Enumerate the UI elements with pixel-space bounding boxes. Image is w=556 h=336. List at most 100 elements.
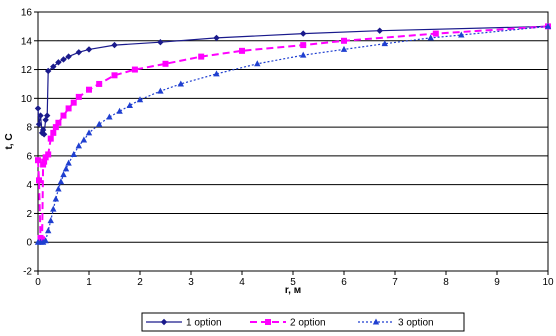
- y-tick-label: 14: [21, 36, 33, 47]
- series-line: [38, 25, 549, 243]
- data-point: [131, 66, 138, 73]
- data-point: [340, 45, 348, 52]
- data-point: [162, 60, 169, 67]
- y-tick-label: -2: [23, 267, 32, 278]
- data-point: [75, 93, 82, 100]
- legend-label: 3 option: [398, 318, 434, 329]
- x-tick-label: 7: [392, 277, 398, 288]
- legend-marker: [265, 319, 271, 325]
- data-point: [50, 205, 57, 212]
- data-point: [35, 157, 41, 164]
- data-point: [38, 129, 46, 137]
- x-tick-label: 1: [86, 277, 92, 288]
- data-point: [55, 119, 62, 126]
- data-point: [376, 27, 383, 34]
- data-point: [458, 31, 465, 38]
- series-2: [35, 23, 551, 243]
- legend-marker: [160, 318, 168, 326]
- data-point: [75, 142, 82, 149]
- data-point: [60, 112, 67, 119]
- data-point: [41, 158, 48, 165]
- plot-area: [37, 11, 549, 272]
- y-tick-label: 0: [26, 238, 32, 249]
- data-point: [85, 129, 93, 136]
- data-point: [34, 105, 42, 112]
- y-tick-label: 2: [26, 209, 32, 220]
- data-point: [213, 34, 220, 42]
- y-tick-label: 12: [21, 65, 33, 76]
- x-tick-label: 4: [239, 277, 245, 288]
- data-point: [43, 112, 51, 119]
- data-point: [136, 96, 144, 103]
- data-point: [52, 195, 60, 202]
- data-point: [86, 86, 92, 93]
- data-point: [85, 46, 93, 53]
- legend-label: 2 option: [290, 318, 326, 329]
- x-tick-label: 6: [341, 277, 347, 288]
- x-tick-label: 0: [35, 277, 41, 288]
- data-point: [47, 135, 54, 142]
- x-tick-label: 10: [542, 277, 554, 288]
- x-axis-title: r, м: [285, 285, 301, 296]
- data-point: [157, 87, 164, 94]
- y-tick-label: 4: [26, 180, 32, 191]
- data-point: [55, 59, 62, 66]
- data-point: [45, 227, 52, 234]
- data-point: [157, 39, 164, 46]
- data-point: [50, 129, 57, 136]
- legend-item-2: 2 option: [250, 318, 326, 329]
- y-tick-label: 8: [26, 123, 32, 134]
- data-point: [35, 121, 43, 128]
- data-point: [62, 165, 70, 172]
- series-3: [34, 22, 552, 245]
- data-point: [65, 105, 72, 112]
- data-point: [300, 42, 307, 49]
- data-point: [60, 56, 67, 63]
- data-point: [57, 178, 65, 185]
- x-axis-ticks: 0 1 2 3 4 5 6 7 8 9 10: [35, 271, 554, 288]
- data-point: [47, 217, 54, 224]
- data-point: [106, 113, 113, 120]
- data-point: [52, 124, 59, 131]
- data-point: [70, 150, 77, 157]
- legend-item-3: 3 option: [358, 318, 434, 329]
- y-tick-label: 6: [26, 151, 32, 162]
- data-point: [42, 237, 49, 244]
- data-point: [432, 30, 439, 37]
- x-tick-label: 3: [188, 277, 194, 288]
- x-tick-label: 2: [137, 277, 143, 288]
- data-point: [198, 53, 205, 60]
- data-point: [213, 70, 220, 77]
- data-point: [427, 34, 434, 41]
- y-tick-label: 16: [21, 8, 33, 19]
- x-tick-label: 5: [290, 277, 296, 288]
- data-point: [40, 131, 48, 138]
- data-point: [96, 80, 103, 87]
- data-point: [111, 41, 118, 49]
- x-tick-label: 9: [494, 277, 500, 288]
- y-axis-title: t, C: [4, 133, 15, 149]
- data-point: [37, 112, 44, 119]
- data-point: [177, 80, 184, 87]
- gridlines: [38, 40, 548, 243]
- data-point: [65, 53, 72, 60]
- data-point: [65, 159, 72, 166]
- data-point: [45, 151, 52, 158]
- data-point: [70, 99, 77, 106]
- x-tick-label: 8: [443, 277, 449, 288]
- data-point: [96, 120, 103, 127]
- legend-marker: [372, 318, 380, 325]
- data-point: [45, 67, 52, 75]
- data-point: [300, 30, 307, 37]
- data-point: [126, 102, 133, 109]
- data-point: [39, 236, 46, 243]
- legend: 1 option 2 option 3 option: [141, 312, 465, 332]
- data-point: [116, 107, 123, 114]
- series-layer: [34, 22, 552, 245]
- data-point: [111, 72, 118, 79]
- data-point: [544, 22, 552, 29]
- y-tick-label: 10: [21, 94, 33, 105]
- data-point: [239, 47, 245, 54]
- series-1: [34, 23, 552, 138]
